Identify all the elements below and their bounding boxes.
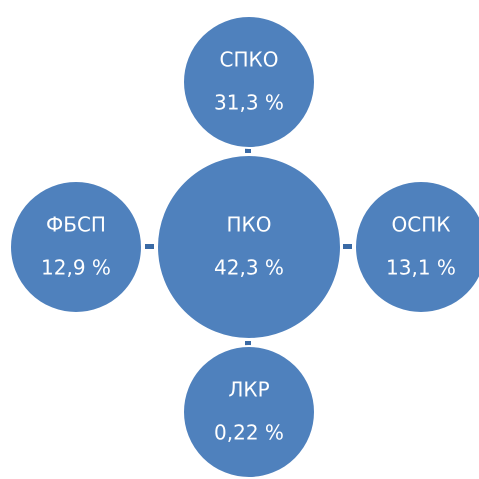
node-circle (354, 180, 479, 314)
node-circle (182, 345, 316, 479)
node-label: ПКО (227, 213, 272, 237)
connectors (145, 146, 352, 348)
node-label: ЛКР (228, 378, 269, 402)
node-label: ОСПК (392, 213, 451, 237)
node: ПКО 42,3 % (156, 154, 342, 340)
node-circle (9, 180, 143, 314)
node-value: 31,3 % (214, 91, 284, 115)
nodes: ПКО 42,3 % СПКО 31,3 % ОСПК 13,1 % ЛКР 0,22 % ФБ… (9, 15, 479, 479)
node-value: 0,22 % (214, 421, 284, 445)
connector (245, 146, 251, 153)
connector (245, 341, 251, 348)
node-value: 12,9 % (41, 256, 111, 280)
connector (343, 244, 352, 249)
node: ЛКР 0,22 % (182, 345, 316, 479)
node: ФБСП 12,9 % (9, 180, 143, 314)
node-label: ФБСП (46, 213, 106, 237)
connector (145, 244, 154, 249)
node-value: 13,1 % (386, 256, 456, 280)
node-circle (156, 154, 342, 340)
node-circle (182, 15, 316, 149)
node: ОСПК 13,1 % (354, 180, 479, 314)
node-label: СПКО (220, 48, 279, 72)
node: СПКО 31,3 % (182, 15, 316, 149)
node-value: 42,3 % (214, 256, 284, 280)
